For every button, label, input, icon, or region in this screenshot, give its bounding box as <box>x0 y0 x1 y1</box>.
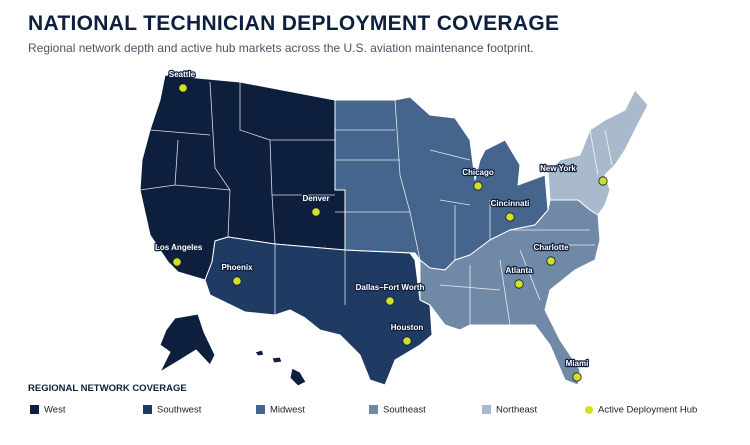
hub-label: Denver <box>302 194 329 203</box>
legend-swatch <box>369 405 378 414</box>
hub-marker <box>172 257 182 267</box>
hub-marker <box>178 83 188 93</box>
hub-label: Houston <box>391 323 424 332</box>
region-southeast <box>419 199 601 386</box>
legend-hub-marker <box>585 406 593 414</box>
legend-label: West <box>44 405 66 416</box>
legend-swatch <box>143 405 152 414</box>
hub-label: Charlotte <box>533 243 569 252</box>
hub-label: Los Angeles <box>155 243 203 252</box>
hub-marker <box>311 207 321 217</box>
regions <box>139 74 649 387</box>
region-northeast <box>547 89 649 216</box>
hub-marker <box>232 276 242 286</box>
hub-marker <box>546 256 556 266</box>
hub-label: Chicago <box>462 168 494 177</box>
hub-label: New York <box>540 164 576 173</box>
hub-label: Seattle <box>169 70 196 79</box>
legend-title: REGIONAL NETWORK COVERAGE <box>28 383 187 394</box>
hub-label: Miami <box>566 359 589 368</box>
hub-marker <box>572 372 582 382</box>
hubs: Seattle Los Angeles Phoenix Denver Dallas–Fo… <box>154 69 608 382</box>
legend-swatch <box>256 405 265 414</box>
hub-marker <box>402 336 412 346</box>
legend-label: Southwest <box>157 405 202 416</box>
hub-marker <box>385 296 395 306</box>
hub-label: Atlanta <box>505 266 533 275</box>
hub-label: Dallas–Fort Worth <box>356 283 425 292</box>
legend-label: Midwest <box>270 405 305 416</box>
state-borders <box>139 81 613 326</box>
region-west-hawaii <box>254 349 307 387</box>
legend-swatch <box>30 405 39 414</box>
legend-label: Active Deployment Hub <box>598 405 697 416</box>
subtitle: Regional network depth and active hub ma… <box>28 41 534 55</box>
region-west-alaska <box>159 313 216 373</box>
legend-swatch <box>482 405 491 414</box>
hub-label: Phoenix <box>221 263 253 272</box>
hub-marker <box>473 181 483 191</box>
region-southwest <box>204 236 433 386</box>
hub-marker <box>598 176 608 186</box>
legend-label: Southeast <box>383 405 426 416</box>
title: NATIONAL TECHNICIAN DEPLOYMENT COVERAGE <box>28 12 560 35</box>
legend-label: Northeast <box>496 405 538 416</box>
hub-marker <box>514 279 524 289</box>
state-border <box>139 81 613 326</box>
legend: West Southwest Midwest Southeast Northeast Ac… <box>30 405 697 416</box>
hub-marker <box>505 212 515 222</box>
hub-label: Cincinnati <box>491 199 530 208</box>
